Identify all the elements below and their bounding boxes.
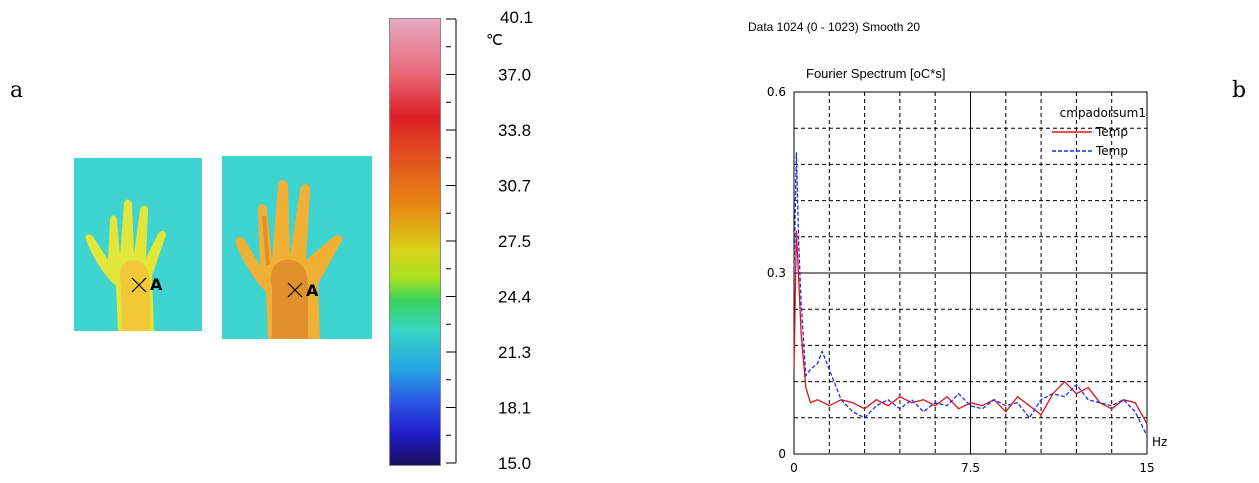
series-line-temp-red xyxy=(793,230,1148,425)
colorbar-ticks: 40.1 37.0 33.8 30.7 27.5 24.4 21.3 18.1 15.0 xyxy=(446,8,533,473)
x-tick-label: 7.5 xyxy=(961,461,980,475)
colorbar-tick-label: 37.0 xyxy=(498,66,531,85)
colorbar-unit: ℃ xyxy=(486,32,503,49)
legend-title: cmpadorsum1 xyxy=(1060,106,1146,120)
legend: cmpadorsum1 Temp Temp xyxy=(1052,106,1146,158)
colorbar-scale: 40.1 37.0 33.8 30.7 27.5 24.4 21.3 18.1 15.0 ℃ xyxy=(446,8,533,473)
colorbar-tick-label: 15.0 xyxy=(498,454,531,473)
temperature-colorbar xyxy=(389,18,441,466)
x-axis-unit: Hz xyxy=(1152,435,1167,449)
colorbar-tick-label: 21.3 xyxy=(498,343,531,362)
cross-marker-right xyxy=(287,282,303,298)
colorbar-tick-label: 24.4 xyxy=(498,288,531,307)
legend-label-temp-red: Temp xyxy=(1095,125,1128,139)
panel-label-a: a xyxy=(10,78,24,103)
hand-warm-region-right xyxy=(262,216,308,339)
hand-thermogram-right: A xyxy=(235,180,343,339)
axis-tick-labels: 0 7.5 15 0 0.3 0.6 xyxy=(767,85,1155,475)
hand-warm-region-left xyxy=(120,260,150,331)
colorbar-tick-label: 40.1 xyxy=(500,8,533,27)
colorbar-tick-label: 33.8 xyxy=(498,121,531,140)
colorbar-tick-label: 18.1 xyxy=(498,399,531,418)
colorbar-tick-label: 27.5 xyxy=(498,232,531,251)
cross-marker-left xyxy=(131,277,147,293)
series-layer xyxy=(793,152,1148,437)
fourier-spectrum-chart: 0 7.5 15 0 0.3 0.6 cmpadorsum1 Temp Temp Hz xyxy=(767,85,1167,475)
hand-outline-right xyxy=(235,180,343,339)
y-tick-label: 0 xyxy=(778,447,786,461)
grid-lines xyxy=(794,92,1147,454)
thermal-image-right: A xyxy=(222,156,372,339)
plot-title: Fourier Spectrum [oC*s] xyxy=(806,66,946,81)
y-tick-label: 0.6 xyxy=(767,85,786,99)
x-tick-label: 0 xyxy=(790,461,798,475)
x-tick-label: 15 xyxy=(1139,461,1154,475)
colorbar-tick-label: 30.7 xyxy=(498,177,531,196)
panel-label-b: b xyxy=(1232,78,1247,103)
marker-label-right: A xyxy=(306,281,319,300)
thermal-image-left: A xyxy=(74,158,202,331)
marker-label-left: A xyxy=(150,275,163,294)
y-tick-label: 0.3 xyxy=(767,266,786,280)
legend-label-temp-blue: Temp xyxy=(1095,144,1128,158)
hand-thermogram-left: A xyxy=(85,199,166,331)
spectrum-header: Data 1024 (0 - 1023) Smooth 20 xyxy=(748,20,921,34)
series-line-temp-blue xyxy=(793,152,1148,437)
